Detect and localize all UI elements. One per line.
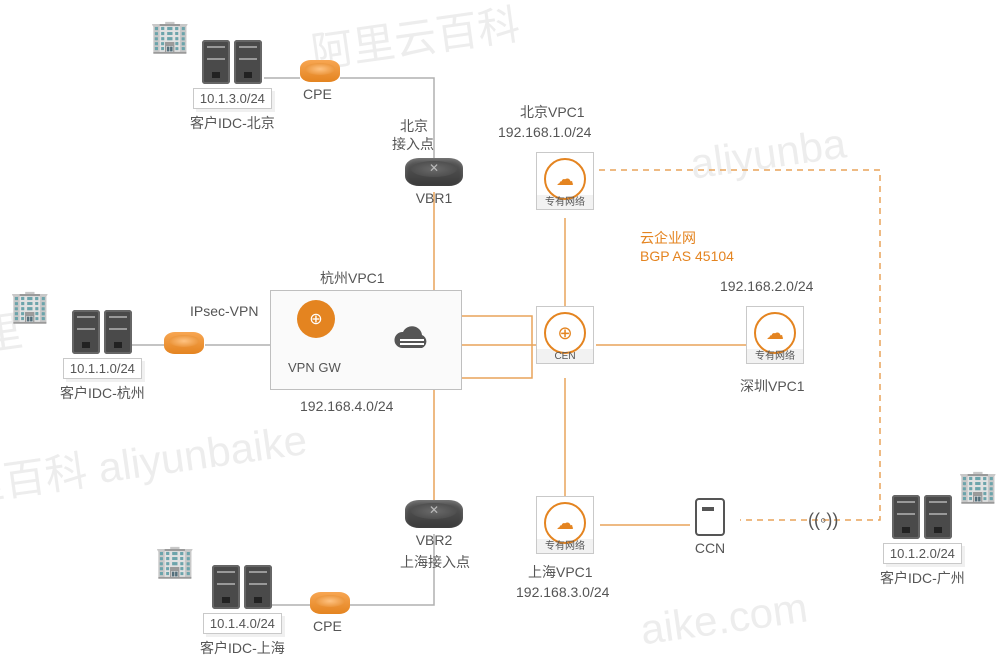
node-title: VBR2	[405, 532, 463, 548]
shanghai-vpc1-cidr: 192.168.3.0/24	[516, 584, 609, 600]
ccn: CCN	[690, 498, 730, 556]
server-icon	[212, 565, 240, 609]
vpn-gw: ⊕	[280, 300, 352, 342]
node-title: VBR1	[405, 190, 463, 206]
cpe-beijing	[300, 60, 340, 82]
box-label: CEN	[536, 351, 594, 362]
building-icon: 🏢	[10, 290, 50, 322]
node-title: 客户IDC-广州	[880, 568, 965, 588]
router-icon	[405, 158, 463, 186]
cidr-label: 10.1.3.0/24	[193, 88, 272, 109]
server-icon	[104, 310, 132, 354]
box-label: 专有网络	[746, 347, 804, 362]
cen-label-1: 云企业网	[640, 228, 696, 248]
cidr-label: 10.1.4.0/24	[203, 613, 282, 634]
shanghai-vpc1-title: 上海VPC1	[528, 562, 593, 582]
vpc-icon-box: ☁ 专有网络	[746, 306, 804, 364]
cidr-label: 10.1.1.0/24	[63, 358, 142, 379]
node-title: 客户IDC-杭州	[60, 383, 145, 403]
watermark: 里百科 aliyunbaike	[0, 406, 310, 515]
router-icon	[405, 500, 463, 528]
cpe-label: CPE	[303, 86, 332, 102]
node-title: 客户IDC-上海	[200, 638, 285, 658]
shenzhen-vpc1-cidr: 192.168.2.0/24	[720, 278, 813, 294]
vpn-icon: ⊕	[297, 300, 335, 338]
cidr-label: 10.1.2.0/24	[883, 543, 962, 564]
vpc-icon-box: ☁ 专有网络	[536, 152, 594, 210]
server-icon	[234, 40, 262, 84]
vbr2: VBR2	[405, 500, 463, 548]
cen: ⊕ CEN	[536, 306, 594, 364]
ccn-icon	[695, 498, 725, 536]
cpe-icon	[164, 332, 204, 354]
vpc-icon-box: ☁ 专有网络	[536, 496, 594, 554]
beijing-vpc1: ☁ 专有网络	[536, 152, 594, 210]
idc-guangzhou: 10.1.2.0/24 客户IDC-广州	[880, 495, 965, 588]
building-icon: 🏢	[155, 545, 195, 577]
vbr2-sublabel: 上海接入点	[400, 552, 470, 572]
wifi-icon: ((◦))	[808, 510, 838, 531]
shanghai-vpc1: ☁ 专有网络	[536, 496, 594, 554]
vpn-gw-label: VPN GW	[288, 360, 341, 375]
idc-hangzhou: 10.1.1.0/24 客户IDC-杭州	[60, 310, 145, 403]
box-label: 专有网络	[536, 537, 594, 552]
watermark: aliyunba	[687, 119, 849, 188]
shenzhen-vpc1: ☁ 专有网络	[746, 306, 804, 364]
beijing-vpc1-title: 北京VPC1	[520, 102, 585, 122]
vpc-hangzhou-title: 杭州VPC1	[320, 268, 385, 288]
box-label: 专有网络	[536, 193, 594, 208]
globe-icon: ⊕	[544, 312, 586, 354]
vbr1-sub2: 接入点	[392, 134, 434, 154]
server-icon	[244, 565, 272, 609]
server-icon	[892, 495, 920, 539]
cen-icon-box: ⊕ CEN	[536, 306, 594, 364]
idc-beijing: 10.1.3.0/24 客户IDC-北京	[190, 40, 275, 133]
cloud-icon	[390, 326, 434, 361]
vbr1: VBR1	[405, 158, 463, 206]
ipsec-label: IPsec-VPN	[190, 303, 258, 319]
cpe-icon	[310, 592, 350, 614]
server-icon	[924, 495, 952, 539]
cen-label-2: BGP AS 45104	[640, 248, 734, 264]
diagram-canvas: 阿里云百科 aliyunba 里百科 aliyunbaike aike.com …	[0, 0, 1000, 669]
node-title: CCN	[690, 540, 730, 556]
edges-layer	[0, 0, 1000, 669]
server-icon	[72, 310, 100, 354]
idc-shanghai: 10.1.4.0/24 客户IDC-上海	[200, 565, 285, 658]
node-title: 客户IDC-北京	[190, 113, 275, 133]
cpe-icon	[300, 60, 340, 82]
server-icon	[202, 40, 230, 84]
beijing-vpc1-cidr: 192.168.1.0/24	[498, 124, 591, 140]
cpe-shanghai	[310, 592, 350, 614]
shenzhen-vpc1-title: 深圳VPC1	[740, 376, 805, 396]
building-icon: 🏢	[150, 20, 190, 52]
watermark: aike.com	[637, 584, 810, 655]
vpc-hangzhou-cidr: 192.168.4.0/24	[300, 398, 393, 414]
cpe-label: CPE	[313, 618, 342, 634]
cpe-hangzhou	[164, 332, 204, 354]
vbr1-sub1: 北京	[400, 116, 428, 136]
